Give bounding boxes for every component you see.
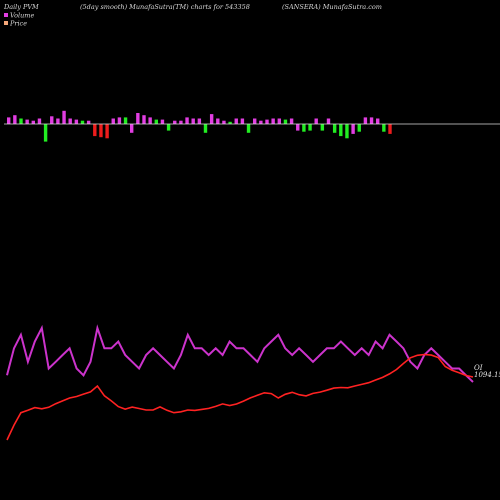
price-line — [6, 324, 474, 383]
volume-bar — [50, 116, 54, 124]
volume-bar — [80, 120, 85, 124]
volume-bar — [246, 124, 251, 133]
volume-bar — [382, 124, 386, 132]
volume-bar — [142, 115, 146, 124]
volume-bar — [43, 124, 48, 142]
volume-bar — [37, 118, 42, 124]
volume-bar — [166, 124, 171, 131]
volume-bar — [68, 118, 72, 124]
volume-bar — [148, 117, 152, 124]
volume-bar — [302, 124, 306, 132]
volume-bar — [388, 124, 392, 134]
volume-bar — [283, 119, 288, 124]
volume-bar — [173, 120, 177, 124]
volume-bar — [62, 110, 66, 124]
volume-bar — [209, 114, 214, 124]
volume-bar — [277, 118, 281, 124]
volume-bar — [7, 117, 11, 124]
legend-label-volume: Volume — [10, 12, 34, 20]
volume-bar — [314, 118, 318, 124]
volume-bar — [240, 118, 245, 124]
volume-bar — [228, 121, 232, 124]
volume-bar — [111, 118, 115, 124]
volume-bar — [296, 124, 300, 131]
volume-bar — [179, 120, 183, 124]
volume-bar — [74, 119, 79, 124]
volume-bar — [99, 124, 103, 138]
header-left: Daily PVM — [3, 3, 39, 11]
volume-bar — [86, 120, 91, 124]
volume-bar — [130, 124, 134, 133]
volume-bar — [203, 124, 208, 133]
volume-bar — [136, 113, 140, 124]
volume-bar — [345, 124, 349, 139]
volume-bar — [25, 119, 29, 124]
volume-bar — [376, 118, 380, 124]
volume-bar — [369, 117, 374, 124]
legend-swatch-price — [4, 21, 8, 25]
legend: Volume Price — [4, 12, 34, 28]
volume-bar — [326, 118, 331, 124]
volume-bar — [271, 118, 275, 124]
volume-bar — [191, 118, 195, 124]
header-right: (SANSERA) MunafaSutra.com — [282, 3, 382, 11]
legend-swatch-volume — [4, 13, 8, 17]
volume-bar — [234, 118, 238, 124]
volume-bar — [289, 118, 294, 124]
volume-bars-group — [7, 110, 411, 142]
volume-bar — [117, 117, 122, 124]
volume-bar — [308, 124, 312, 131]
volume-bar — [216, 118, 220, 124]
volume-bar — [265, 119, 269, 124]
volume-bar — [332, 124, 337, 133]
volume-bar — [154, 119, 158, 124]
volume-bar — [56, 118, 60, 124]
volume-bar — [320, 124, 325, 131]
volume-bar — [197, 118, 202, 124]
price-line-label: 1094.15 — [474, 371, 500, 379]
volume-line — [6, 353, 474, 441]
volume-bar — [185, 117, 189, 124]
header-center: (5day smooth) MunafaSutra(TM) charts for… — [80, 3, 250, 11]
volume-bar — [19, 118, 23, 124]
volume-line-label: OI — [474, 364, 483, 372]
volume-bar — [160, 119, 165, 124]
legend-label-price: Price — [9, 20, 27, 28]
volume-bar — [31, 120, 35, 124]
volume-bar — [123, 117, 128, 124]
volume-bar — [351, 124, 355, 134]
volume-bar — [363, 117, 368, 124]
volume-bar — [222, 120, 226, 124]
volume-bar — [339, 124, 343, 137]
volume-bar — [13, 115, 17, 124]
volume-bar — [259, 120, 263, 124]
volume-bar — [105, 124, 109, 139]
volume-bar — [93, 124, 97, 137]
volume-bar — [357, 124, 361, 132]
volume-bar — [253, 118, 257, 124]
